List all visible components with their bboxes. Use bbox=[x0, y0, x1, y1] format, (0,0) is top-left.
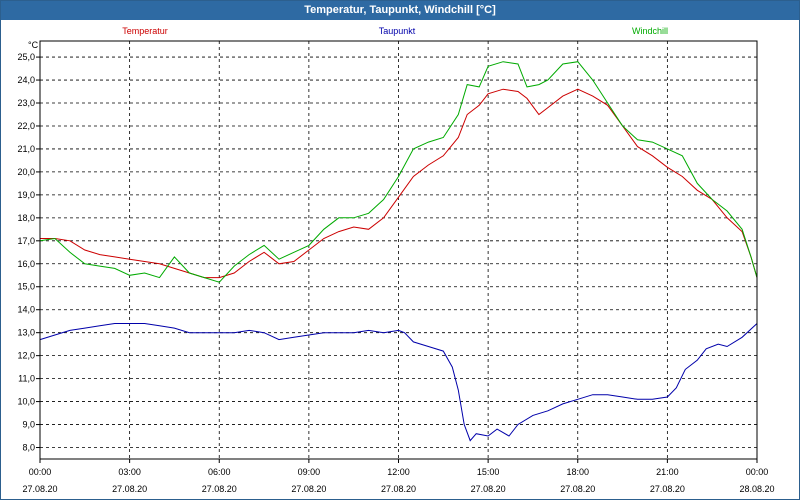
x-tick-time: 00:00 bbox=[746, 467, 769, 477]
x-tick-time: 12:00 bbox=[387, 467, 410, 477]
x-tick-date: 27.08.20 bbox=[381, 484, 416, 494]
legend: Temperatur Taupunkt Windchill bbox=[122, 26, 668, 36]
x-tick-time: 18:00 bbox=[566, 467, 589, 477]
x-tick-time: 09:00 bbox=[298, 467, 321, 477]
y-tick-label: 23,0 bbox=[17, 98, 35, 108]
legend-entry-windchill: Windchill bbox=[632, 26, 668, 36]
y-tick-label: 8,0 bbox=[22, 443, 35, 453]
y-tick-label: 25,0 bbox=[17, 52, 35, 62]
series-line-temperatur bbox=[40, 88, 758, 279]
y-tick-label: 18,0 bbox=[17, 213, 35, 223]
y-tick-label: 20,0 bbox=[17, 167, 35, 177]
x-tick-date: 27.08.20 bbox=[560, 484, 595, 494]
y-tick-label: 9,0 bbox=[22, 420, 35, 430]
x-tick-date: 28.08.20 bbox=[739, 484, 774, 494]
y-tick-label: 16,0 bbox=[17, 259, 35, 269]
x-tick-time: 06:00 bbox=[208, 467, 231, 477]
x-tick-time: 15:00 bbox=[477, 467, 500, 477]
x-tick-date: 27.08.20 bbox=[22, 484, 57, 494]
legend-entry-taupunkt: Taupunkt bbox=[379, 26, 416, 36]
x-tick-date: 27.08.20 bbox=[291, 484, 326, 494]
series-layer bbox=[39, 61, 758, 442]
y-tick-label: 12,0 bbox=[17, 351, 35, 361]
y-tick-label: 22,0 bbox=[17, 121, 35, 131]
plot-area-border bbox=[39, 40, 758, 460]
x-tick-date: 27.08.20 bbox=[112, 484, 147, 494]
y-tick-label: 19,0 bbox=[17, 190, 35, 200]
y-axis-unit-label: °C bbox=[28, 40, 39, 50]
y-tick-label: 17,0 bbox=[17, 236, 35, 246]
chart-title: Temperatur, Taupunkt, Windchill [°C] bbox=[1, 1, 799, 20]
axes bbox=[36, 40, 758, 463]
y-tick-label: 21,0 bbox=[17, 144, 35, 154]
x-tick-time: 03:00 bbox=[118, 467, 141, 477]
x-tick-date: 27.08.20 bbox=[650, 484, 685, 494]
y-tick-label: 24,0 bbox=[17, 75, 35, 85]
y-tick-label: 11,0 bbox=[18, 374, 35, 384]
y-tick-label: 14,0 bbox=[17, 305, 35, 315]
y-tick-label: 15,0 bbox=[17, 282, 35, 292]
x-tick-date: 27.08.20 bbox=[202, 484, 237, 494]
series-line-taupunkt bbox=[39, 323, 758, 442]
x-tick-time: 21:00 bbox=[656, 467, 679, 477]
series-line-windchill bbox=[39, 61, 758, 283]
x-tick-date: 27.08.20 bbox=[471, 484, 506, 494]
y-tick-label: 10,0 bbox=[17, 397, 35, 407]
grid-lines bbox=[40, 41, 757, 459]
y-tick-labels: 8,0 9,0 10,0 11,0 12,0 13,0 14,0 15,0 16,0 17,0 18… bbox=[17, 52, 35, 452]
y-tick-label: 13,0 bbox=[17, 328, 35, 338]
x-tick-labels: 00:00 27.08.20 03:00 27.08.20 06:00 27.08.20 0… bbox=[22, 467, 774, 494]
legend-entry-temperatur: Temperatur bbox=[122, 26, 168, 36]
x-tick-time: 00:00 bbox=[29, 467, 52, 477]
